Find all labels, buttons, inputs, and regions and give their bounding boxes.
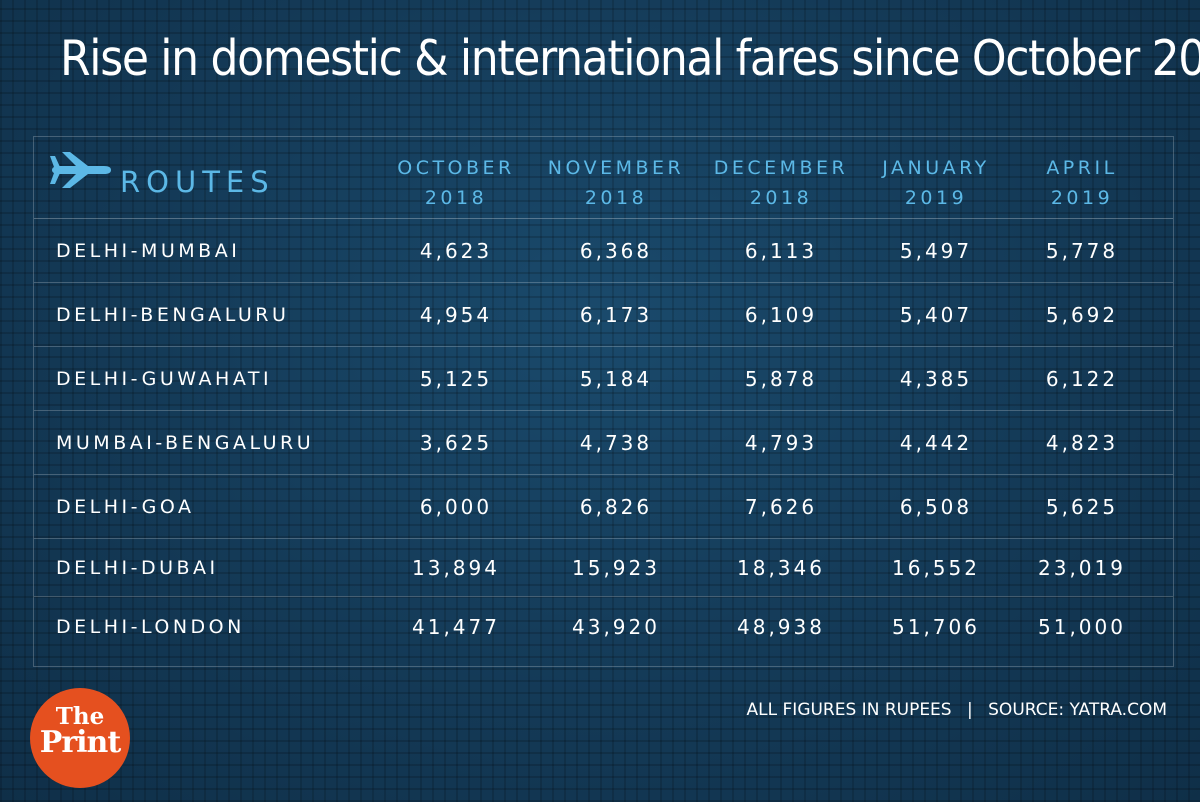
column-header-year: 2018	[749, 187, 813, 209]
route-name: DELHI-BENGALURU	[56, 303, 290, 326]
column-header-month: APRIL	[1046, 157, 1118, 179]
fare-cell: 51,706	[892, 615, 980, 639]
column-header: OCTOBER 2018	[376, 153, 536, 213]
fare-cell: 3,625	[419, 430, 493, 455]
fare-cell: 4,738	[579, 430, 653, 455]
fare-cell: 4,623	[419, 238, 493, 263]
fare-cell: 6,368	[579, 238, 653, 263]
fare-cell: 6,826	[579, 494, 653, 519]
fare-cell: 15,923	[572, 555, 660, 580]
fare-cell: 5,497	[899, 238, 973, 263]
column-header: JANUARY 2019	[856, 153, 1016, 213]
fare-cell: 16,552	[892, 555, 980, 580]
table-row: DELHI-MUMBAI 4,623 6,368 6,113 5,497 5,7…	[34, 219, 1173, 283]
fare-cell: 5,407	[899, 302, 973, 327]
units-note: ALL FIGURES IN RUPEES	[746, 700, 952, 720]
table-header-row: ROUTES OCTOBER 2018 NOVEMBER 2018 DECEMB…	[34, 137, 1173, 219]
column-header-month: JANUARY	[882, 157, 990, 179]
table-row: DELHI-GUWAHATI 5,125 5,184 5,878 4,385 6…	[34, 347, 1173, 411]
fares-table: ROUTES OCTOBER 2018 NOVEMBER 2018 DECEMB…	[33, 136, 1174, 667]
fare-cell: 23,019	[1038, 555, 1126, 580]
route-name: DELHI-GOA	[56, 495, 195, 518]
column-header-month: DECEMBER	[713, 157, 849, 179]
column-header-month: OCTOBER	[397, 157, 515, 179]
table-row: MUMBAI-BENGALURU 3,625 4,738 4,793 4,442…	[34, 411, 1173, 475]
column-header: NOVEMBER 2018	[536, 153, 696, 213]
logo-line-the: The	[55, 703, 105, 730]
fare-cell: 5,692	[1045, 302, 1119, 327]
fare-cell: 5,184	[579, 366, 653, 391]
fare-cell: 5,125	[419, 366, 493, 391]
column-header-year: 2018	[424, 187, 488, 209]
fare-cell: 5,625	[1045, 494, 1119, 519]
fare-cell: 4,823	[1045, 430, 1119, 455]
route-name: DELHI-GUWAHATI	[56, 367, 273, 390]
page-title: Rise in domestic & international fares s…	[60, 30, 1200, 87]
table-row: DELHI-GOA 6,000 6,826 7,626 6,508 5,625	[34, 475, 1173, 539]
fare-cell: 4,954	[419, 302, 493, 327]
route-name: DELHI-MUMBAI	[56, 239, 241, 262]
fare-cell: 6,122	[1045, 366, 1119, 391]
column-header: APRIL 2019	[1002, 153, 1162, 213]
fare-cell: 51,000	[1038, 615, 1126, 639]
column-header-year: 2019	[1050, 187, 1114, 209]
table-row: DELHI-LONDON 41,477 43,920 48,938 51,706…	[34, 597, 1173, 667]
fare-cell: 4,793	[744, 430, 818, 455]
column-header-year: 2018	[584, 187, 648, 209]
table-row: DELHI-DUBAI 13,894 15,923 18,346 16,552 …	[34, 539, 1173, 597]
fare-cell: 4,385	[899, 366, 973, 391]
fare-cell: 13,894	[412, 555, 500, 580]
fare-cell: 7,626	[744, 494, 818, 519]
logo-line-print: Print	[39, 725, 121, 760]
column-header-month: NOVEMBER	[547, 157, 685, 179]
fare-cell: 5,878	[744, 366, 818, 391]
routes-column-header: ROUTES	[120, 165, 275, 199]
fare-cell: 6,113	[744, 238, 818, 263]
fare-cell: 4,442	[899, 430, 973, 455]
table-row: DELHI-BENGALURU 4,954 6,173 6,109 5,407 …	[34, 283, 1173, 347]
column-header-year: 2019	[904, 187, 968, 209]
theprint-logo: The Print	[30, 688, 130, 788]
route-name: MUMBAI-BENGALURU	[56, 431, 315, 454]
fare-cell: 6,173	[579, 302, 653, 327]
fare-cell: 18,346	[737, 555, 825, 580]
fare-cell: 48,938	[737, 615, 825, 639]
fare-cell: 41,477	[412, 615, 500, 639]
fare-cell: 6,508	[899, 494, 973, 519]
fare-cell: 6,109	[744, 302, 818, 327]
route-name: DELHI-DUBAI	[56, 556, 219, 579]
fare-cell: 43,920	[572, 615, 660, 639]
airplane-icon	[50, 152, 111, 188]
footer-note: ALL FIGURES IN RUPEES | SOURCE: YATRA.CO…	[747, 700, 1167, 720]
source-note: SOURCE: YATRA.COM	[988, 700, 1167, 720]
fare-cell: 6,000	[419, 494, 493, 519]
column-header: DECEMBER 2018	[701, 153, 861, 213]
route-name: DELHI-LONDON	[56, 616, 245, 638]
fare-cell: 5,778	[1045, 238, 1119, 263]
footer-separator: |	[967, 700, 973, 720]
